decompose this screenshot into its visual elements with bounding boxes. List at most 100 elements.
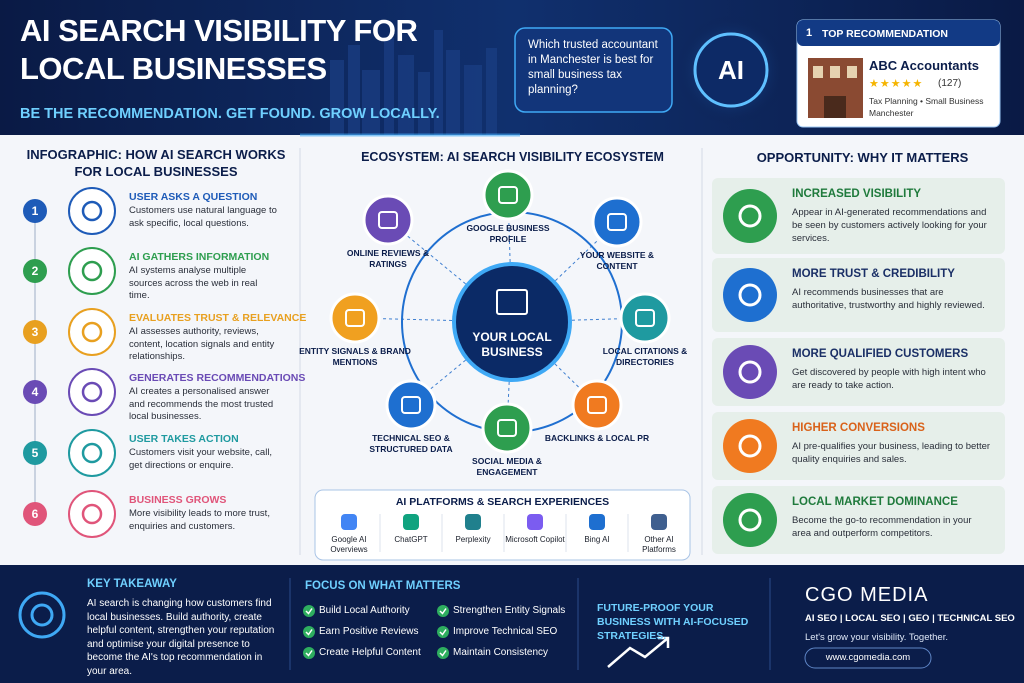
platform-name: Bing AI (584, 535, 610, 544)
growth-arrow (607, 637, 669, 668)
step-icon (68, 368, 116, 416)
photo-door (824, 96, 846, 118)
benefit-card (712, 486, 1005, 554)
tagline: BE THE RECOMMENDATION. GET FOUND. GROW L… (20, 106, 440, 122)
ai-badge-ring (693, 32, 769, 108)
skyline-building (362, 70, 380, 135)
skyline-building (330, 60, 344, 135)
node-label: LOCAL CITATIONS & DIRECTORIES (602, 346, 688, 367)
recommendation-strip (797, 20, 1000, 46)
platform-logo (527, 514, 543, 530)
takeaway-icon (18, 591, 66, 639)
node-glyph (378, 211, 398, 229)
skyline-building (446, 50, 460, 135)
node-label: GOOGLE BUSINESS PROFILE (466, 223, 550, 244)
skyline-building (384, 38, 394, 135)
step-icon-glyph (81, 260, 103, 282)
step-icon-glyph (81, 442, 103, 464)
ai-badge: AI (718, 55, 744, 85)
step-number: 1 (31, 204, 39, 218)
main-title: AI SEARCH VISIBILITY FOR LOCAL BUSINESSE… (20, 13, 418, 86)
step-number: 2 (31, 264, 39, 278)
step-text: Customers use natural language to ask sp… (129, 205, 277, 229)
review-count: (127) (938, 78, 962, 89)
step-icon-glyph (81, 200, 103, 222)
benefit-glyph (738, 508, 762, 532)
photo-window (847, 66, 857, 78)
node-icon (329, 292, 381, 344)
store-icon (496, 289, 528, 315)
benefit-icon (723, 189, 777, 243)
platform-logo (403, 514, 419, 530)
check-mark (305, 629, 313, 636)
platform-logo (589, 514, 605, 530)
step-number: 6 (31, 507, 39, 521)
focus-title: FOCUS ON WHAT MATTERS (305, 580, 461, 592)
step-text: AI assesses authority, reviews, content,… (129, 326, 275, 362)
benefit-glyph (738, 283, 762, 307)
platforms-box (314, 489, 691, 561)
benefit-card (712, 178, 1005, 254)
business-tags: Tax Planning • Small Business (869, 96, 984, 106)
step-icon (68, 187, 116, 235)
brand-url: www.cgomedia.com (825, 652, 911, 663)
node-icon (385, 379, 437, 431)
step-heading: GENERATES RECOMMENDATIONS (129, 372, 306, 384)
node-glyph (635, 309, 655, 327)
step-heading: USER ASKS A QUESTION (129, 191, 258, 203)
platform-name: Microsoft Copilot (505, 535, 565, 544)
step-text: AI creates a personalised answer and rec… (129, 386, 274, 422)
step-number: 4 (31, 385, 39, 399)
node-icon (482, 169, 534, 221)
takeaway-title: KEY TAKEAWAY (87, 578, 177, 590)
query-bubble (514, 27, 673, 113)
benefit-text: Get discovered by people with high inten… (792, 367, 986, 391)
benefit-card (712, 412, 1005, 480)
growth-arrowhead (658, 636, 670, 648)
benefit-heading: MORE QUALIFIED CUSTOMERS (792, 348, 969, 360)
node-label: ENTITY SIGNALS & BRAND MENTIONS (299, 346, 411, 367)
future-statement: FUTURE-PROOF YOUR BUSINESS WITH AI-FOCUS… (597, 602, 749, 642)
step-icon (68, 490, 116, 538)
check-icon (303, 605, 315, 617)
node-glyph (401, 396, 421, 414)
focus-item: Earn Positive Reviews (319, 626, 419, 637)
check-mark (439, 608, 447, 615)
benefit-card (712, 258, 1005, 332)
brand-services: AI SEO | LOCAL SEO | GEO | TECHNICAL SEO (805, 613, 1015, 624)
node-glyph (497, 419, 517, 437)
step-number: 3 (31, 325, 39, 339)
benefit-glyph (738, 360, 762, 384)
benefit-text: Become the go-to recommendation in your … (792, 515, 972, 539)
node-label: SOCIAL MEDIA & ENGAGEMENT (472, 456, 542, 477)
benefit-heading: INCREASED VISIBILITY (792, 188, 922, 200)
platform-logo (651, 514, 667, 530)
center-hub (452, 262, 572, 382)
node-glyph (607, 213, 627, 231)
step-number-badge (23, 320, 47, 344)
step-text: AI systems analyse multiple sources acro… (129, 265, 258, 301)
step-heading: EVALUATES TRUST & RELEVANCE (129, 312, 307, 324)
platform-name: Google AI Overviews (330, 535, 368, 554)
business-name: ABC Accountants (869, 58, 980, 73)
node-glyph (498, 186, 518, 204)
node-icon (591, 196, 643, 248)
benefit-icon (723, 419, 777, 473)
check-icon (303, 626, 315, 638)
platform-name: ChatGPT (394, 535, 428, 544)
step-number: 5 (31, 446, 39, 460)
step-text: Customers visit your website, call, get … (129, 447, 273, 471)
takeaway-text: AI search is changing how customers find… (87, 598, 275, 677)
rank-number: 1 (806, 27, 813, 39)
check-mark (439, 629, 447, 636)
node-label: TECHNICAL SEO & STRUCTURED DATA (369, 433, 453, 454)
step-heading: BUSINESS GROWS (129, 494, 227, 506)
step-icon-glyph (81, 503, 103, 525)
business-location: Manchester (869, 108, 914, 118)
center-label: YOUR LOCAL BUSINESS (472, 330, 552, 359)
node-icon (619, 292, 671, 344)
check-icon (437, 605, 449, 617)
check-mark (305, 650, 313, 657)
